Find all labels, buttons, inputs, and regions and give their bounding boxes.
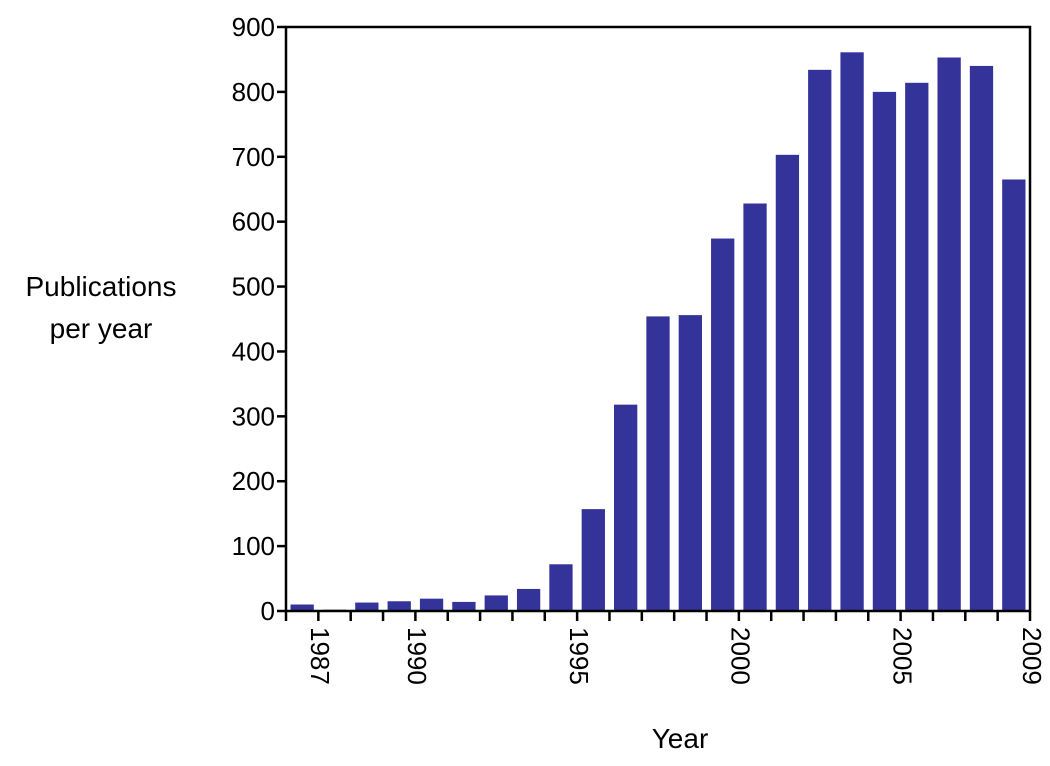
bar-1990 [387, 601, 411, 611]
bar-2009 [1002, 179, 1026, 612]
y-axis-title-line2: per year [50, 313, 153, 344]
y-tick-label-800: 800 [232, 77, 275, 107]
bar-2004 [840, 52, 864, 612]
y-tick-label-400: 400 [232, 336, 275, 366]
bar-1993 [484, 595, 508, 611]
y-axis-title-line1: Publications [26, 271, 177, 302]
bar-1991 [419, 598, 444, 611]
x-axis: 1987 1990 1995 2000 2005 2009 [284, 611, 1047, 685]
y-tick-label-700: 700 [232, 142, 275, 172]
bar-2006 [905, 82, 929, 612]
bar-1998 [646, 316, 670, 611]
x-tick-label-2009: 2009 [1017, 627, 1047, 685]
x-tick-label-2005: 2005 [887, 627, 917, 685]
bars-group [290, 52, 1026, 612]
x-tick-label-1995: 1995 [564, 627, 594, 685]
bar-1999 [678, 315, 702, 611]
bar-2001 [743, 203, 767, 611]
x-axis-title: Year [652, 723, 709, 754]
bar-1994 [516, 588, 541, 611]
y-tick-label-100: 100 [232, 531, 275, 561]
y-tick-label-500: 500 [232, 272, 275, 302]
bar-2000 [711, 238, 735, 612]
y-axis: 0 100 200 300 400 500 600 700 800 900 [232, 12, 286, 626]
bar-1989 [355, 602, 379, 611]
bar-1995 [549, 564, 573, 611]
bar-1996 [581, 509, 605, 611]
y-tick-label-200: 200 [232, 466, 275, 496]
bar-2002 [775, 154, 800, 611]
y-tick-label-0: 0 [261, 596, 275, 626]
y-tick-label-300: 300 [232, 401, 275, 431]
bar-1992 [452, 601, 476, 611]
plot-frame [284, 25, 1032, 613]
x-tick-label-2000: 2000 [726, 627, 756, 685]
bar-1997 [614, 404, 638, 611]
x-tick-label-1987: 1987 [305, 627, 335, 685]
y-tick-label-600: 600 [232, 207, 275, 237]
x-tick-label-1990: 1990 [402, 627, 432, 685]
bar-2008 [969, 65, 994, 612]
y-tick-label-900: 900 [232, 12, 275, 42]
bar-2003 [808, 69, 832, 611]
bar-2007 [937, 57, 961, 611]
bar-2005 [872, 91, 897, 611]
bar-1987 [290, 604, 314, 611]
